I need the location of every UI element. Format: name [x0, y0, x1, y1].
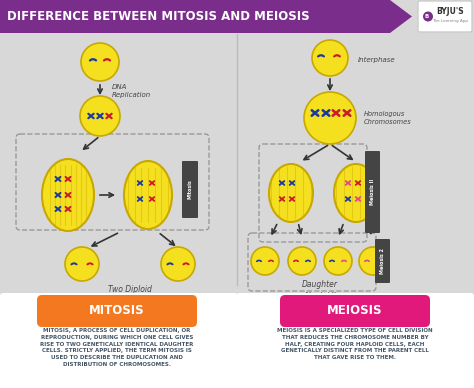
FancyBboxPatch shape [280, 295, 430, 327]
Circle shape [81, 43, 119, 81]
Text: MEIOSIS IS A SPECIALIZED TYPE OF CELL DIVISION
THAT REDUCES THE CHROMOSOME NUMBE: MEIOSIS IS A SPECIALIZED TYPE OF CELL DI… [277, 328, 433, 360]
Text: DNA
Replication: DNA Replication [112, 85, 151, 97]
Text: Meiosis II: Meiosis II [370, 179, 375, 205]
Ellipse shape [269, 164, 313, 222]
Text: The Learning App: The Learning App [432, 19, 468, 23]
FancyBboxPatch shape [37, 295, 197, 327]
FancyBboxPatch shape [235, 293, 474, 388]
Circle shape [423, 12, 433, 21]
FancyBboxPatch shape [0, 0, 390, 33]
Polygon shape [390, 0, 412, 33]
FancyBboxPatch shape [375, 239, 390, 283]
Circle shape [359, 247, 387, 275]
Ellipse shape [42, 159, 94, 231]
FancyBboxPatch shape [365, 151, 380, 233]
Circle shape [65, 247, 99, 281]
Text: MITOSIS: MITOSIS [89, 305, 145, 317]
Text: BYJU'S: BYJU'S [436, 7, 464, 17]
Text: Mitosis: Mitosis [188, 180, 192, 199]
Circle shape [324, 247, 352, 275]
Text: B: B [425, 14, 429, 19]
Circle shape [288, 247, 316, 275]
Text: MEIOSIS: MEIOSIS [327, 305, 383, 317]
FancyBboxPatch shape [0, 293, 239, 388]
Text: Daughter
Nuclei II: Daughter Nuclei II [302, 280, 338, 301]
Text: MITOSIS, A PROCESS OF CELL DUPLICATION, OR
REPRODUCTION, DURING WHICH ONE CELL G: MITOSIS, A PROCESS OF CELL DUPLICATION, … [40, 328, 194, 367]
Text: Two Diploid
Cells: Two Diploid Cells [108, 285, 152, 306]
FancyBboxPatch shape [418, 1, 472, 32]
Ellipse shape [334, 164, 378, 222]
Circle shape [304, 92, 356, 144]
Circle shape [161, 247, 195, 281]
Circle shape [312, 40, 348, 76]
Text: Homologous
Chromosomes: Homologous Chromosomes [364, 111, 412, 125]
Text: Meiosis 2: Meiosis 2 [380, 248, 385, 274]
Text: Interphase: Interphase [358, 57, 396, 63]
Circle shape [251, 247, 279, 275]
FancyBboxPatch shape [182, 161, 198, 218]
Ellipse shape [124, 161, 172, 229]
Circle shape [80, 96, 120, 136]
Text: DIFFERENCE BETWEEN MITOSIS AND MEIOSIS: DIFFERENCE BETWEEN MITOSIS AND MEIOSIS [7, 10, 310, 23]
